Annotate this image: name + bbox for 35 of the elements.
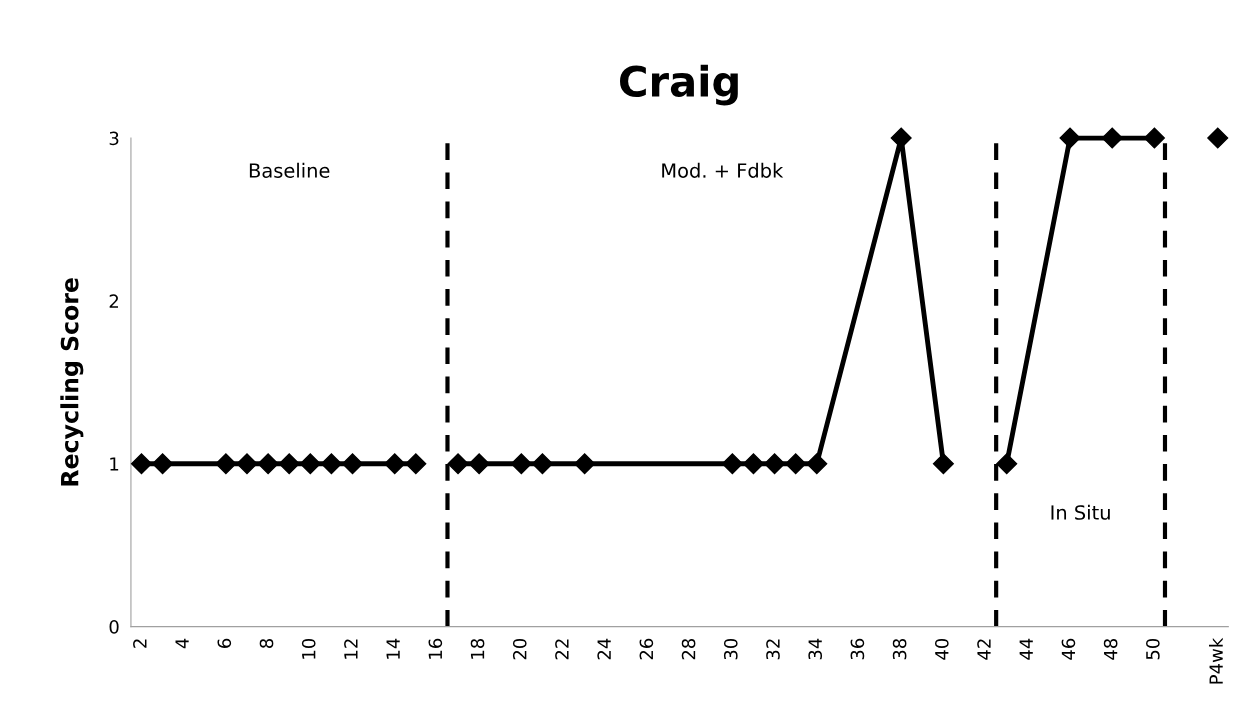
x-tick-label: 28 bbox=[681, 638, 696, 660]
x-tick-label: 2 bbox=[133, 639, 147, 648]
x-tick-label: 50 bbox=[1146, 638, 1160, 660]
x-tick-label: 12 bbox=[344, 639, 358, 659]
x-tick-label: 48 bbox=[1103, 638, 1118, 660]
x-tick-label: 8 bbox=[259, 638, 274, 648]
x-tick-label: 4 bbox=[175, 638, 189, 649]
x-tick-label: 18 bbox=[470, 638, 485, 659]
x-tick-label: 38 bbox=[892, 638, 907, 660]
x-tick-label: 40 bbox=[934, 638, 949, 660]
y-tick-label: 0 bbox=[109, 620, 119, 634]
chart-title: Craig bbox=[620, 64, 738, 106]
x-tick-label: 42 bbox=[977, 639, 991, 660]
x-tick-label: 16 bbox=[428, 638, 443, 659]
x-tick-label: 44 bbox=[1019, 638, 1033, 660]
x-tick-label: P4wk bbox=[1209, 637, 1223, 684]
y-axis-title: Recycling Score bbox=[60, 278, 84, 486]
x-tick-label: 32 bbox=[766, 639, 780, 660]
x-tick-label: 20 bbox=[512, 638, 527, 660]
x-tick-label: 46 bbox=[1061, 638, 1076, 660]
annotation: Baseline bbox=[249, 162, 330, 178]
annotation: In Situ bbox=[1051, 504, 1110, 520]
y-tick-label: 2 bbox=[109, 294, 119, 308]
x-tick-label: 24 bbox=[597, 638, 611, 660]
x-tick-label: 34 bbox=[808, 638, 823, 660]
x-tick-label: 6 bbox=[217, 638, 232, 648]
y-tick-label: 1 bbox=[110, 457, 119, 471]
x-tick-label: 22 bbox=[555, 639, 569, 660]
annotation: Mod. + Fdbk bbox=[662, 162, 784, 178]
x-tick-label: 36 bbox=[850, 638, 865, 660]
x-tick-label: 14 bbox=[386, 638, 400, 659]
x-tick-label: 26 bbox=[639, 638, 654, 660]
y-tick-label: 3 bbox=[109, 131, 119, 146]
x-tick-label: 30 bbox=[723, 638, 738, 660]
x-tick-label: 10 bbox=[301, 638, 316, 659]
